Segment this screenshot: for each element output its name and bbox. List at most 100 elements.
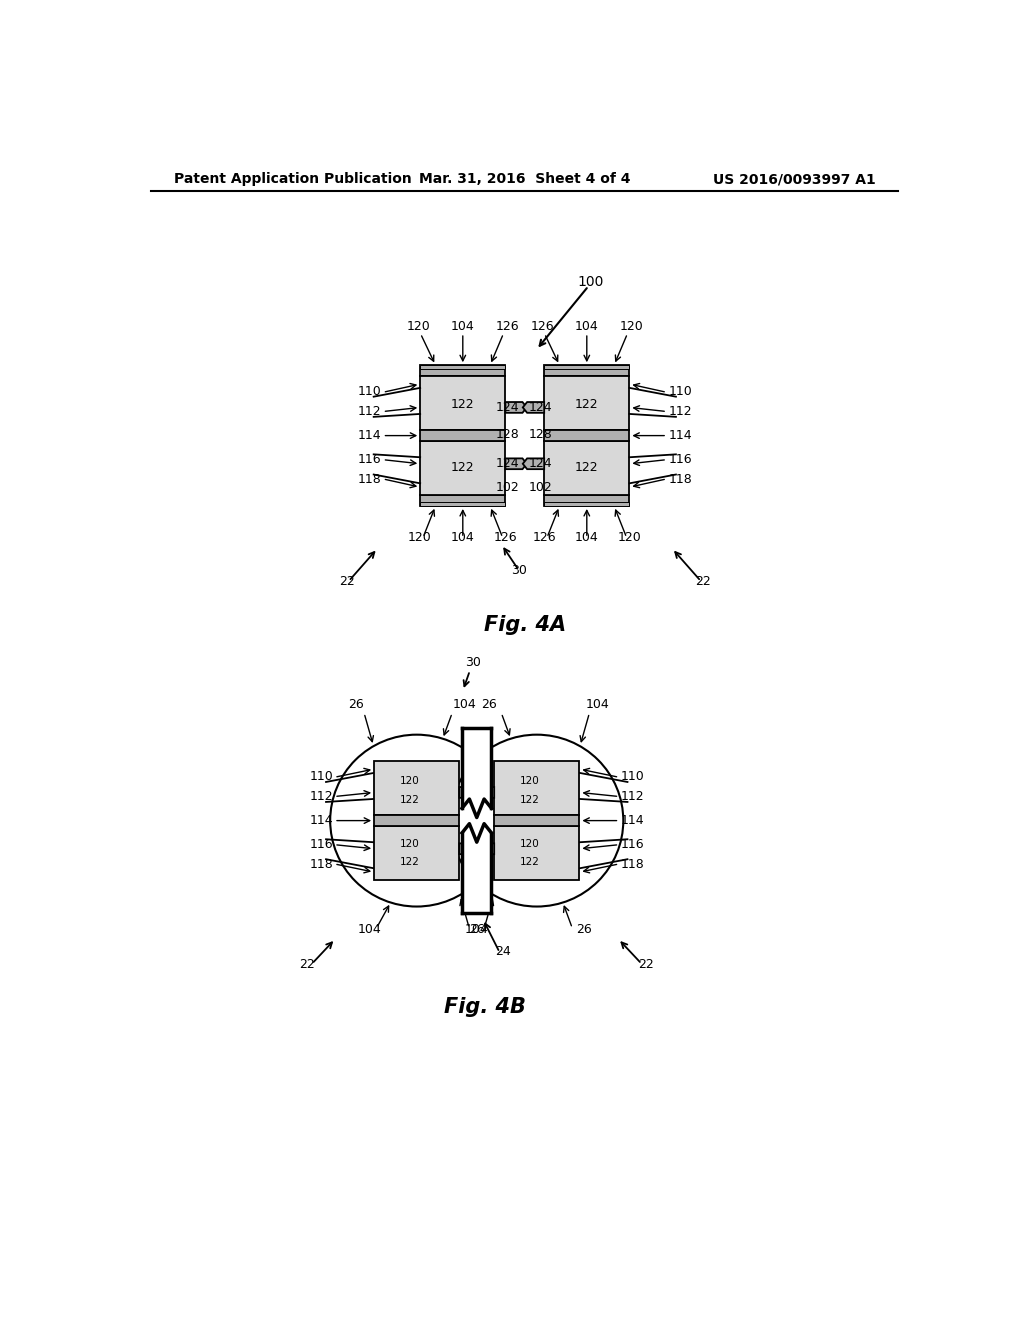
Text: 122: 122 xyxy=(451,461,474,474)
Text: 122: 122 xyxy=(400,795,420,805)
Bar xyxy=(420,495,506,506)
Text: Fig. 4A: Fig. 4A xyxy=(483,615,566,635)
Text: 114: 114 xyxy=(621,814,644,828)
Polygon shape xyxy=(523,458,544,469)
Text: 114: 114 xyxy=(357,429,381,442)
Bar xyxy=(544,430,630,441)
Bar xyxy=(544,376,630,430)
Bar xyxy=(374,826,460,880)
Text: 122: 122 xyxy=(575,397,599,411)
Bar xyxy=(420,366,506,376)
Text: 124: 124 xyxy=(496,457,519,470)
Text: 102: 102 xyxy=(528,480,552,494)
Polygon shape xyxy=(506,403,526,413)
Text: 26: 26 xyxy=(469,923,485,936)
Text: 126: 126 xyxy=(530,319,554,333)
Bar xyxy=(420,366,506,370)
Polygon shape xyxy=(460,787,480,797)
Text: 124: 124 xyxy=(481,785,505,799)
Circle shape xyxy=(330,735,503,907)
Text: 104: 104 xyxy=(574,532,599,544)
Text: 30: 30 xyxy=(511,564,527,577)
Text: 118: 118 xyxy=(621,858,644,871)
Text: 102: 102 xyxy=(496,480,519,494)
Text: 126: 126 xyxy=(496,319,519,333)
Bar xyxy=(420,430,506,441)
Text: 110: 110 xyxy=(309,771,333,783)
Bar xyxy=(420,376,506,430)
Text: 104: 104 xyxy=(465,923,488,936)
Text: US 2016/0093997 A1: US 2016/0093997 A1 xyxy=(713,172,876,186)
Text: Patent Application Publication: Patent Application Publication xyxy=(174,172,413,186)
Text: 124: 124 xyxy=(496,401,519,414)
Text: 110: 110 xyxy=(357,385,381,399)
Text: 124: 124 xyxy=(449,842,472,855)
Text: 22: 22 xyxy=(695,576,711,589)
Bar xyxy=(420,441,506,495)
Text: 104: 104 xyxy=(453,698,476,711)
Polygon shape xyxy=(473,843,495,854)
Text: 112: 112 xyxy=(621,789,644,803)
Text: 104: 104 xyxy=(586,698,609,711)
Bar xyxy=(495,760,580,816)
Polygon shape xyxy=(523,403,544,413)
Bar xyxy=(462,833,492,913)
Text: 124: 124 xyxy=(481,842,505,855)
Bar xyxy=(544,502,630,506)
Text: 104: 104 xyxy=(451,532,475,544)
Text: 124: 124 xyxy=(528,401,552,414)
Text: 120: 120 xyxy=(520,838,540,849)
Bar xyxy=(544,366,630,370)
Text: 26: 26 xyxy=(348,698,364,711)
Text: 116: 116 xyxy=(357,454,381,466)
Bar xyxy=(544,441,630,495)
Text: 120: 120 xyxy=(400,838,420,849)
Text: 120: 120 xyxy=(620,319,643,333)
Text: 128: 128 xyxy=(528,428,552,441)
Text: 120: 120 xyxy=(409,532,432,544)
Text: 30: 30 xyxy=(465,656,481,669)
Text: 128: 128 xyxy=(496,428,519,441)
Bar xyxy=(495,816,580,826)
Text: 116: 116 xyxy=(669,454,692,466)
Text: 120: 120 xyxy=(400,776,420,785)
Bar xyxy=(462,729,492,808)
Bar xyxy=(420,502,506,506)
Bar xyxy=(544,366,630,376)
Text: 116: 116 xyxy=(309,838,333,851)
Bar xyxy=(374,816,460,826)
Text: 126: 126 xyxy=(532,532,556,544)
Bar xyxy=(495,826,580,880)
Text: 122: 122 xyxy=(575,461,599,474)
Text: 124: 124 xyxy=(449,785,472,799)
Text: 110: 110 xyxy=(669,385,692,399)
Polygon shape xyxy=(473,787,495,797)
Text: 26: 26 xyxy=(481,698,497,711)
Text: 104: 104 xyxy=(357,923,381,936)
Polygon shape xyxy=(460,843,480,854)
Text: 118: 118 xyxy=(669,473,692,486)
Text: Mar. 31, 2016  Sheet 4 of 4: Mar. 31, 2016 Sheet 4 of 4 xyxy=(419,172,631,186)
Text: 122: 122 xyxy=(520,857,540,867)
Text: 24: 24 xyxy=(496,945,511,958)
Text: 118: 118 xyxy=(357,473,381,486)
Text: 26: 26 xyxy=(577,923,592,936)
Bar xyxy=(374,760,460,816)
Text: 122: 122 xyxy=(451,397,474,411)
Text: 126: 126 xyxy=(494,532,517,544)
Text: 112: 112 xyxy=(309,789,333,803)
Text: 110: 110 xyxy=(621,771,644,783)
Text: 122: 122 xyxy=(400,857,420,867)
Text: 22: 22 xyxy=(339,576,354,589)
Text: 122: 122 xyxy=(520,795,540,805)
Polygon shape xyxy=(506,458,526,469)
Text: 22: 22 xyxy=(300,958,315,972)
Text: 22: 22 xyxy=(638,958,654,972)
Text: 104: 104 xyxy=(574,319,599,333)
Text: 120: 120 xyxy=(617,532,641,544)
Text: 100: 100 xyxy=(578,275,604,289)
Text: 124: 124 xyxy=(528,457,552,470)
Text: 112: 112 xyxy=(669,405,692,417)
Text: 112: 112 xyxy=(357,405,381,417)
Text: 120: 120 xyxy=(520,776,540,785)
